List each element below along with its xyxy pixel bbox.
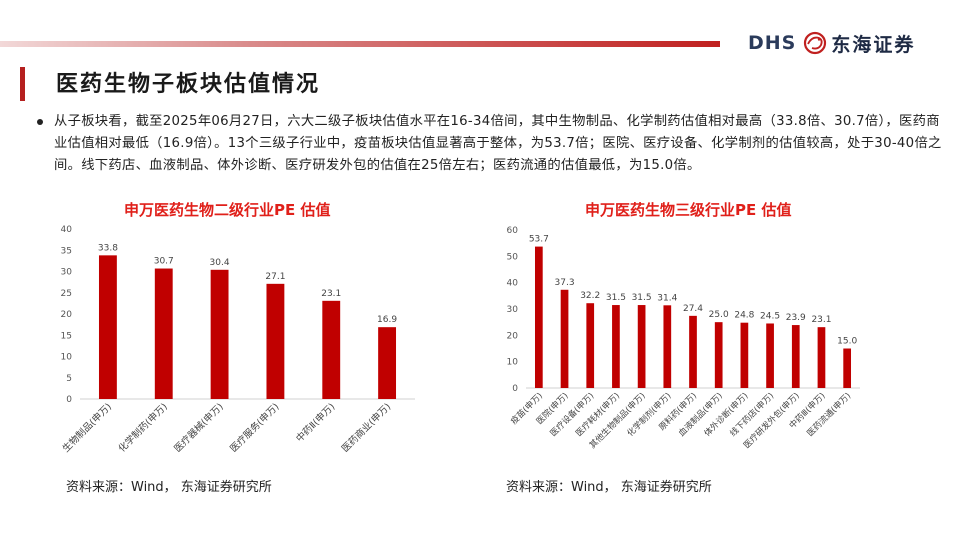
chart2-data-label: 31.4 (657, 293, 677, 303)
chart1-y-tick-label: 15 (61, 331, 72, 341)
chart2-bar (817, 327, 826, 388)
chart1-y-tick-label: 25 (61, 289, 72, 299)
chart1-y-tick-label: 35 (61, 246, 72, 256)
chart1-title: 申万医药生物二级行业PE 估值 (124, 201, 331, 219)
chart1-data-label: 30.4 (210, 258, 230, 268)
chart2-data-label: 25.0 (709, 310, 729, 320)
chart2-bar (689, 315, 697, 388)
chart1-y-tick-label: 5 (66, 374, 72, 384)
summary-paragraph: 从子板块看，截至2025年06月27日，六大二级子板块估值水平在16-34倍间，… (54, 114, 942, 173)
chart1-y-tick-label: 40 (61, 225, 73, 235)
dragon-logo-icon (804, 31, 827, 55)
chart2-bar (791, 325, 800, 388)
chart2-source: 资料来源：Wind， 东海证券研究所 (506, 480, 712, 495)
chart2-bar (766, 323, 774, 388)
chart1-data-label: 23.1 (321, 289, 341, 299)
chart2-data-label: 31.5 (606, 293, 626, 303)
chart2-title: 申万医药生物三级行业PE 估值 (585, 201, 792, 219)
chart2-y-tick-label: 30 (507, 305, 519, 315)
chart1-bar (378, 327, 397, 399)
chart2-data-label: 27.4 (683, 304, 703, 314)
chart1-bar (98, 255, 117, 399)
chart2-bar (612, 305, 620, 388)
chart2-bar (740, 322, 749, 388)
chart2-category-label: 医疗耗材(申万) (574, 390, 623, 439)
chart2-y-tick-label: 10 (507, 358, 519, 368)
chart2-data-label: 31.5 (632, 293, 652, 303)
chart2-data-label: 53.7 (529, 235, 549, 245)
chart2-data-label: 24.5 (760, 311, 780, 321)
chart2-data-label: 23.1 (811, 315, 831, 325)
chart2-bar (637, 305, 646, 388)
bullet-icon (37, 119, 43, 125)
chart1-y-tick-label: 30 (61, 268, 73, 278)
chart2-category-label: 血液制品(申万) (676, 390, 725, 439)
chart2-category-label: 线下药店(申万) (728, 390, 777, 439)
chart1-y-tick-label: 0 (66, 395, 72, 405)
logo-text: DHS (748, 32, 797, 54)
chart1-bar (266, 283, 285, 399)
chart1-bar (154, 268, 173, 399)
chart2-data-label: 32.2 (580, 291, 600, 301)
chart2-category-label: 医疗设备(申万) (548, 390, 597, 439)
chart2-y-tick-label: 40 (507, 279, 519, 289)
chart1-data-label: 33.8 (98, 243, 118, 253)
chart2-data-label: 37.3 (555, 278, 575, 288)
title-accent-bar (20, 67, 25, 101)
chart2-bar (586, 303, 595, 388)
logo-cn-text: 东海证券 (831, 33, 916, 56)
chart2-y-tick-label: 50 (507, 252, 519, 262)
chart2-y-tick-label: 20 (507, 331, 519, 341)
chart1-y-tick-label: 10 (61, 353, 73, 363)
chart2-y-tick-label: 60 (507, 226, 519, 236)
company-logo: DHS 东海证券 (748, 30, 915, 56)
chart2-data-label: 23.9 (786, 313, 806, 323)
chart2-data-label: 24.8 (734, 311, 754, 321)
chart1-source: 资料来源：Wind， 东海证券研究所 (66, 480, 272, 495)
chart1-bar (322, 300, 341, 399)
header-band (0, 41, 720, 47)
chart1-data-label: 16.9 (377, 315, 397, 325)
chart2-bar (663, 305, 672, 388)
chart1-y-tick-label: 20 (61, 310, 73, 320)
chart2-bar (714, 322, 723, 388)
chart2-bar (843, 348, 852, 388)
chart2-bar (534, 246, 543, 388)
chart2-category-label: 医药流通(申万) (805, 390, 854, 439)
chart2-bar (560, 289, 569, 388)
chart2-y-tick-label: 0 (512, 384, 518, 394)
chart1-data-label: 27.1 (265, 272, 285, 282)
chart2-data-label: 15.0 (837, 337, 857, 347)
chart1-bar (210, 269, 229, 399)
chart2-category-label: 体外诊断(申万) (702, 390, 751, 439)
page-title: 医药生物子板块估值情况 (56, 72, 321, 97)
chart2-category-label: 化学制剂(申万) (625, 390, 674, 439)
chart1-data-label: 30.7 (154, 257, 174, 267)
